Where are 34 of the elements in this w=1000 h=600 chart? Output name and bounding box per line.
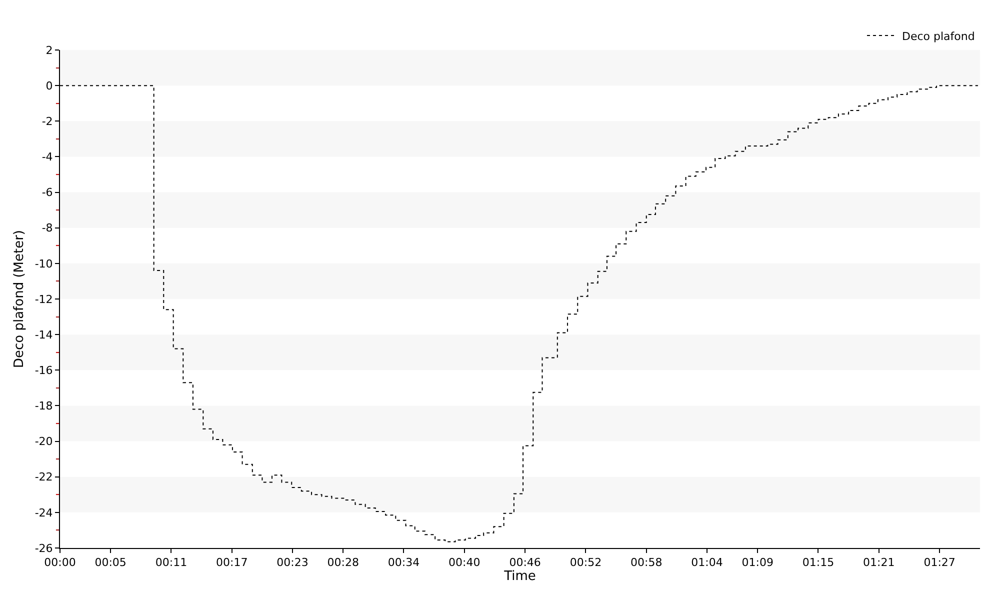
y-tick-label: 0 <box>46 79 53 92</box>
x-tick-label: 00:00 <box>44 556 76 570</box>
y-tick-label: -8 <box>42 222 53 235</box>
y-tick-label: -22 <box>34 470 53 484</box>
y-tick-label: -18 <box>34 400 53 413</box>
x-tick-label: 00:58 <box>630 556 662 570</box>
x-tick-label: 00:17 <box>216 556 248 570</box>
x-tick-label: 01:09 <box>742 556 774 570</box>
y-tick-label: -10 <box>34 257 53 270</box>
x-tick-label: 01:21 <box>863 556 895 570</box>
x-tick-label: 00:28 <box>327 556 359 570</box>
y-tick-label: -12 <box>34 292 53 306</box>
y-tick-label: -20 <box>34 435 53 448</box>
x-axis-title: Time <box>503 569 536 584</box>
y-tick-label: -16 <box>34 364 53 377</box>
x-tick-label: 00:23 <box>276 556 308 570</box>
y-tick-label: -6 <box>42 186 53 200</box>
x-tick-label: 01:15 <box>802 556 834 570</box>
x-tick-label: 01:27 <box>924 556 956 570</box>
y-axis-title: Deco plafond (Meter) <box>12 230 27 368</box>
x-tick-label: 01:04 <box>691 556 723 570</box>
y-tick-label: -4 <box>42 150 53 164</box>
y-tick-label: -14 <box>34 328 53 342</box>
y-tick-label: 2 <box>46 44 53 57</box>
y-tick-label: -26 <box>34 542 53 555</box>
legend-label: Deco plafond <box>902 30 975 43</box>
x-tick-label: 00:40 <box>448 556 480 570</box>
x-tick-label: 00:52 <box>570 556 602 570</box>
x-tick-label: 00:46 <box>509 556 541 570</box>
x-tick-label: 00:11 <box>155 556 188 570</box>
x-tick-label: 00:34 <box>388 556 420 570</box>
x-tick-label: 00:05 <box>94 556 126 570</box>
y-tick-label: -24 <box>34 506 53 520</box>
y-tick-label: -2 <box>42 114 53 128</box>
